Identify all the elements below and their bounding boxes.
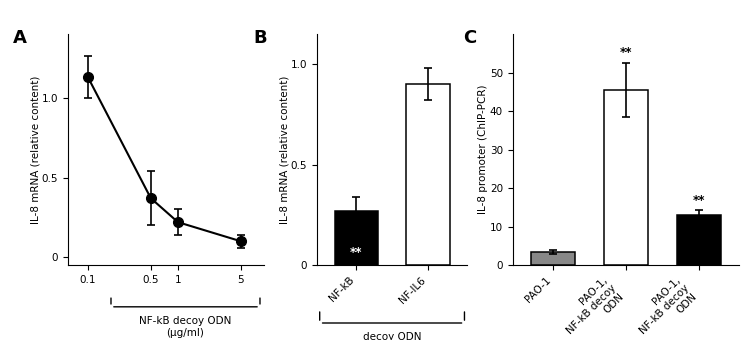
Y-axis label: IL-8 mRNA (relative content): IL-8 mRNA (relative content) — [30, 75, 40, 224]
Y-axis label: IL-8 mRNA (relative content): IL-8 mRNA (relative content) — [279, 75, 289, 224]
Text: B: B — [253, 29, 267, 47]
Text: **: ** — [620, 46, 632, 59]
Bar — [604, 90, 648, 265]
Text: A: A — [13, 29, 27, 47]
Bar — [335, 211, 378, 265]
Text: NF-kB decoy ODN
(μg/ml): NF-kB decoy ODN (μg/ml) — [139, 316, 231, 338]
Text: C: C — [463, 29, 477, 47]
Bar — [531, 252, 575, 265]
Text: decoy ODN: decoy ODN — [363, 332, 421, 340]
Bar — [677, 215, 721, 265]
Text: **: ** — [350, 246, 363, 259]
Text: **: ** — [692, 193, 705, 207]
Bar — [406, 84, 449, 265]
Y-axis label: IL-8 promoter (ChIP-PCR): IL-8 promoter (ChIP-PCR) — [479, 85, 489, 214]
